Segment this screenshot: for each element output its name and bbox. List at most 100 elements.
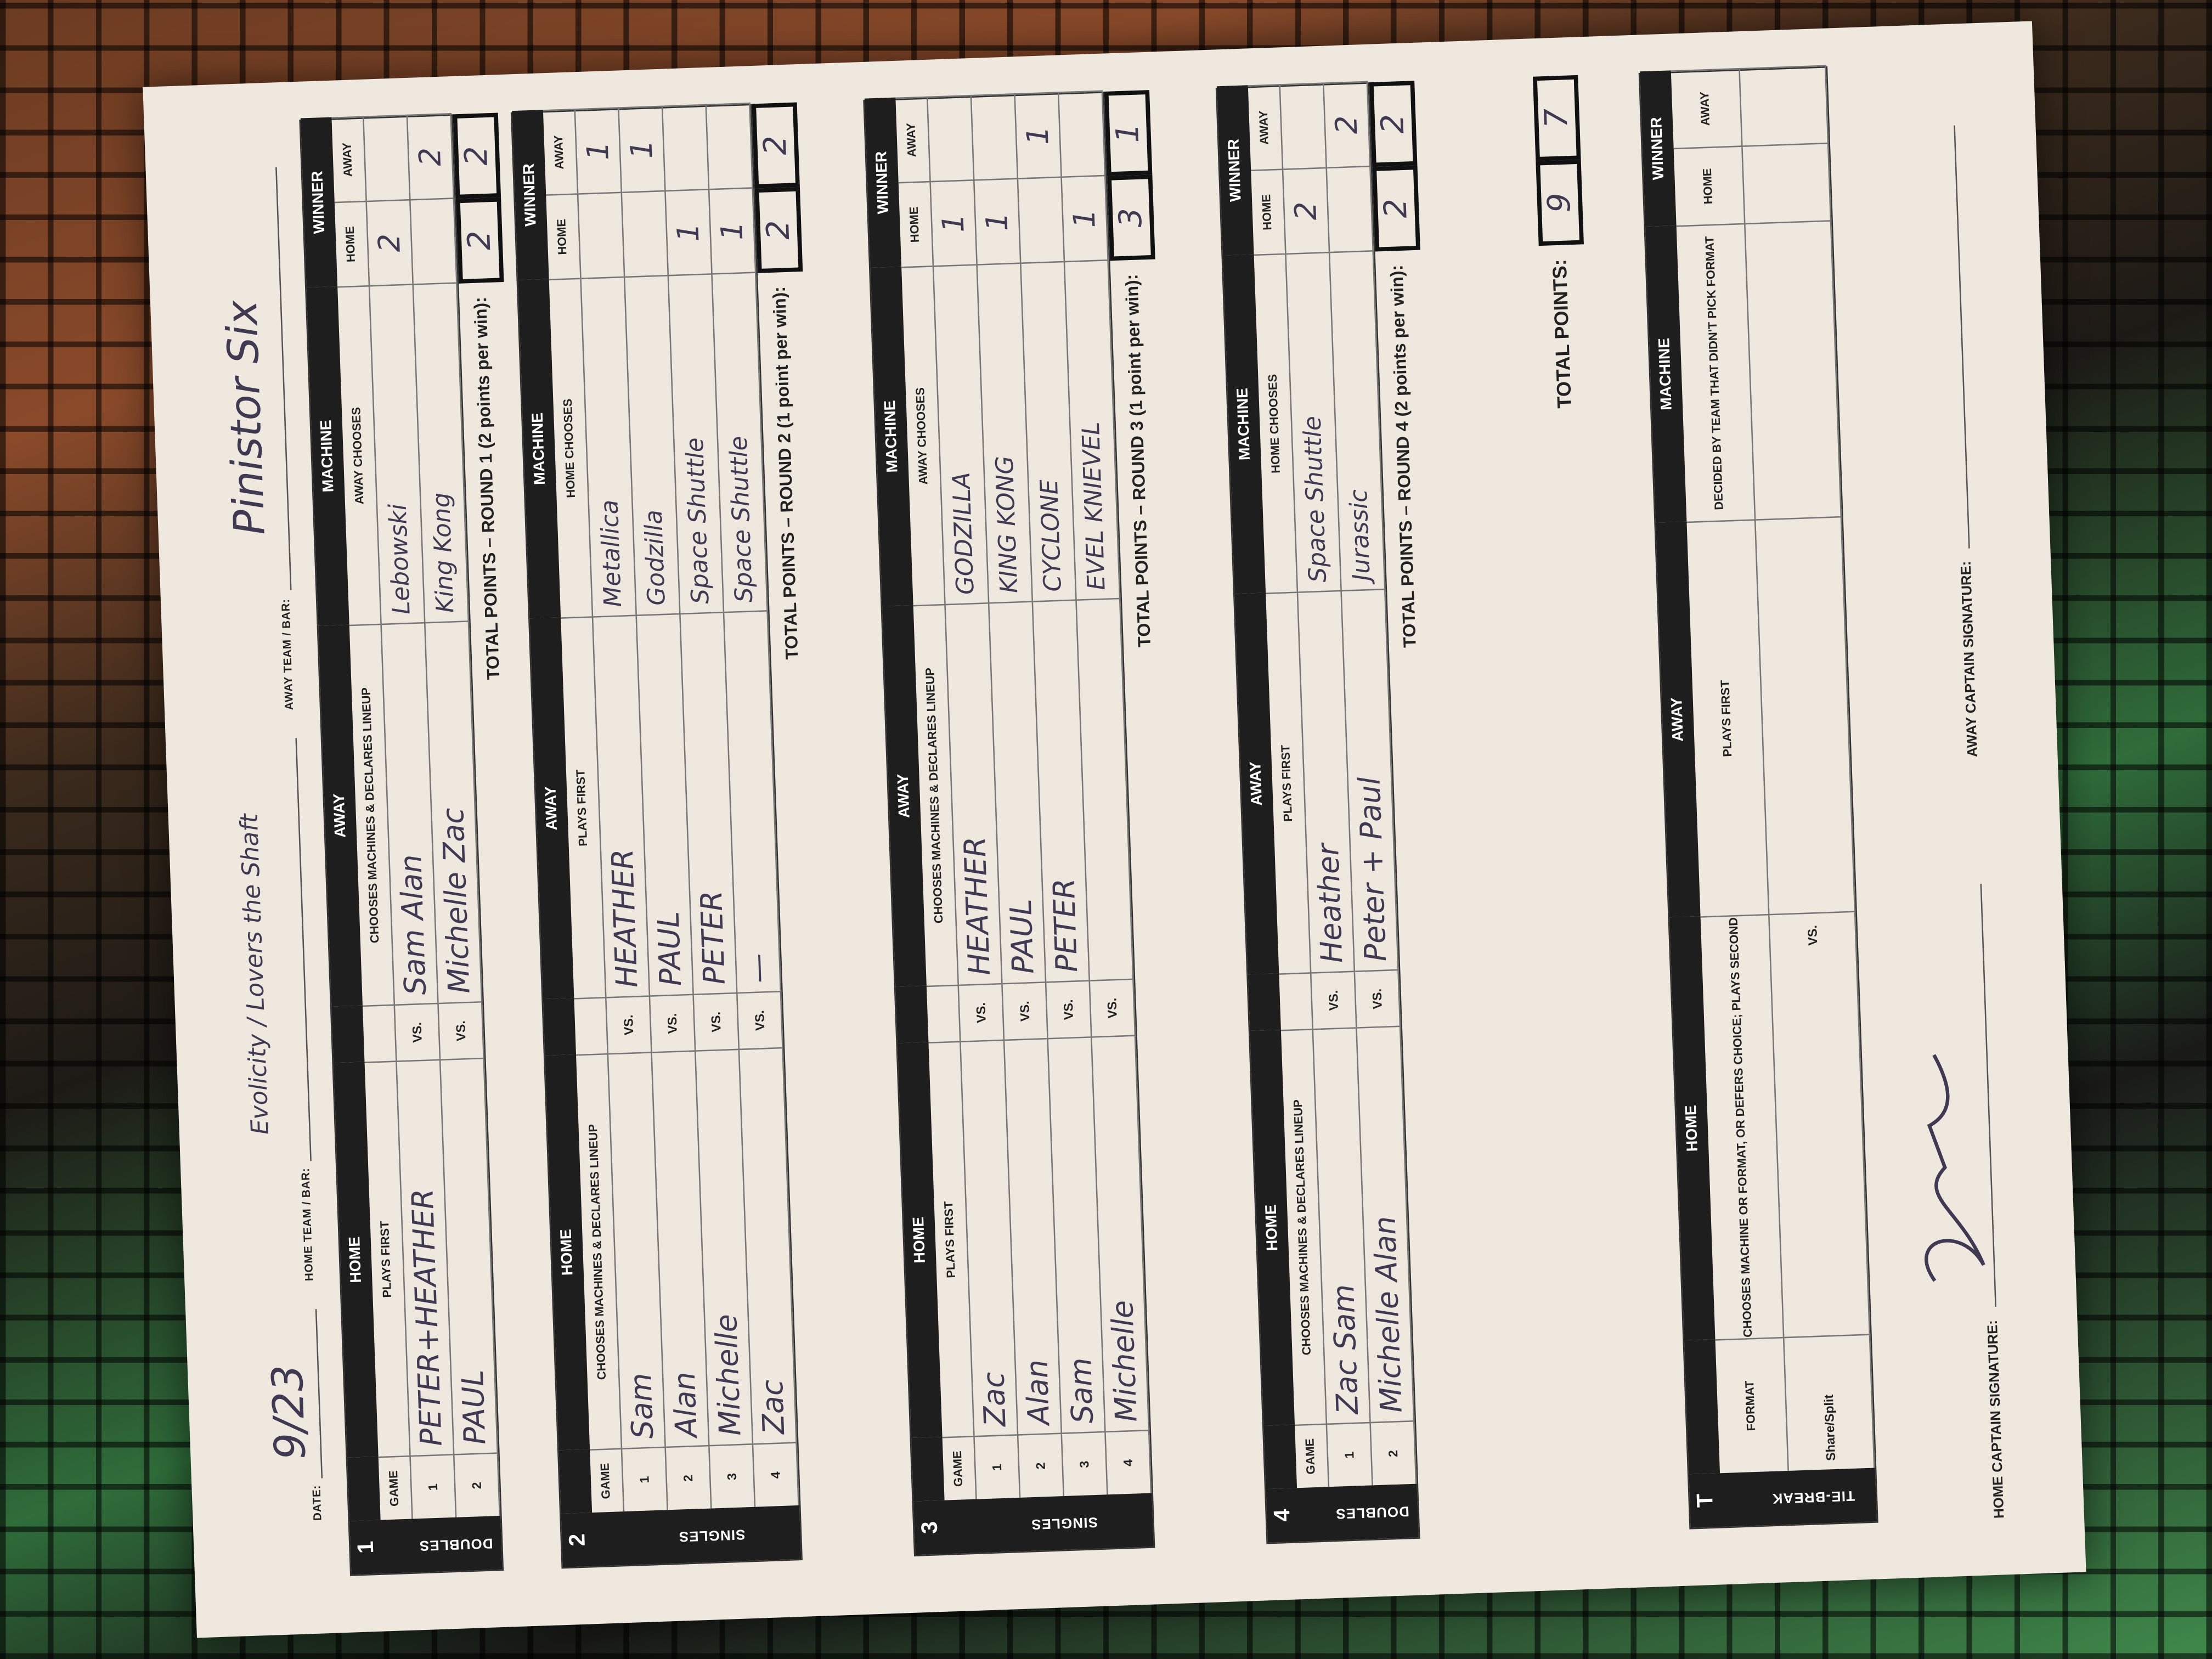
round-total-label: TOTAL POINTS – ROUND 1 (2 points per win… bbox=[470, 296, 504, 680]
round-section-label: 4 DOUBLES bbox=[1266, 1483, 1419, 1543]
round-2: 2 SINGLES HOME AWAY MACHINE WINNER GAME CHOOSES… bbox=[510, 102, 851, 1569]
winner-away[interactable] bbox=[1280, 82, 1327, 169]
tiebreak-format-col: FORMAT bbox=[1715, 1336, 1789, 1474]
winner-home[interactable]: 1 bbox=[974, 178, 1022, 264]
round-4: 4 DOUBLES HOME AWAY MACHINE WINNER GAME CHOOSES… bbox=[1215, 81, 1468, 1544]
vs-col bbox=[1279, 972, 1314, 1030]
winner-home-col: HOME bbox=[898, 180, 934, 267]
grand-total-away: 7 bbox=[1532, 75, 1581, 161]
round-total-home[interactable]: 2 bbox=[1372, 165, 1420, 252]
round-format: SINGLES bbox=[678, 1526, 746, 1544]
header-bar-blank bbox=[1248, 973, 1281, 1031]
round-total-home[interactable]: 2 bbox=[754, 187, 803, 273]
rounds-container: 1 DOUBLES HOME AWAY MACHINE WINNER GAME PLAYS F… bbox=[143, 81, 1420, 1638]
tiebreak-vs: VS. bbox=[1769, 911, 1871, 1337]
winner-away[interactable]: 1 bbox=[1015, 92, 1062, 178]
winner-home[interactable]: 2 bbox=[366, 199, 414, 285]
tiebreak-section-label: T TIE-BREAK bbox=[1689, 1468, 1877, 1528]
round-total-away[interactable]: 2 bbox=[1369, 81, 1418, 167]
header-bar-blank bbox=[543, 998, 576, 1056]
round-total-label: TOTAL POINTS – ROUND 4 (2 points per win… bbox=[1387, 264, 1420, 648]
winner-home[interactable]: 1 bbox=[930, 179, 978, 266]
round-1: 1 DOUBLES HOME AWAY MACHINE WINNER GAME PLAYS F… bbox=[299, 112, 551, 1576]
winner-home[interactable]: 1 bbox=[709, 187, 757, 274]
winner-away[interactable] bbox=[928, 94, 975, 181]
header-bar-blank bbox=[1684, 1339, 1720, 1475]
away-team-field: Pinistor Six bbox=[218, 167, 292, 592]
home-team-label: HOME TEAM / BAR: bbox=[299, 1167, 316, 1282]
game-number: 2 bbox=[665, 1444, 712, 1510]
winner-away[interactable] bbox=[364, 114, 411, 201]
game-number: 1 bbox=[1327, 1421, 1373, 1487]
header-bar-blank bbox=[1263, 1424, 1297, 1489]
away-team-label: AWAY TEAM / BAR: bbox=[279, 598, 296, 710]
winner-away[interactable]: 2 bbox=[1324, 81, 1371, 167]
winner-away[interactable] bbox=[1059, 90, 1106, 177]
game-number: 2 bbox=[1018, 1432, 1065, 1498]
vs-col bbox=[574, 997, 609, 1054]
vs-col bbox=[362, 1004, 397, 1062]
away-signature-line[interactable] bbox=[1954, 125, 1970, 549]
grand-total-label: TOTAL POINTS: bbox=[1548, 258, 1576, 409]
date-value: 9/23 bbox=[263, 1363, 317, 1461]
round-total-away[interactable]: 2 bbox=[752, 102, 800, 189]
round-total-label: TOTAL POINTS – ROUND 2 (1 point per win)… bbox=[769, 286, 803, 660]
round-total-home[interactable]: 3 bbox=[1107, 174, 1155, 261]
round-section-label: 3 SINGLES bbox=[913, 1493, 1154, 1555]
round-section-label: 1 DOUBLES bbox=[349, 1515, 503, 1575]
winner-home[interactable]: 1 bbox=[665, 188, 713, 275]
round-table: 3 SINGLES HOME AWAY MACHINE WINNER GAME PLAYS F… bbox=[863, 90, 1155, 1556]
round-total-home[interactable]: 2 bbox=[455, 197, 504, 284]
winner-home-col: HOME bbox=[1251, 168, 1286, 255]
tiebreak-away-player[interactable] bbox=[1756, 516, 1856, 914]
winner-away[interactable]: 2 bbox=[408, 112, 455, 199]
away-team-value: Pinistor Six bbox=[218, 299, 276, 536]
winner-home[interactable] bbox=[1018, 176, 1065, 263]
vs-col bbox=[926, 984, 961, 1042]
tiebreak-format-value: Share/Split bbox=[1784, 1334, 1875, 1471]
home-signature-line[interactable] bbox=[1925, 884, 1997, 1308]
round-total-away[interactable]: 2 bbox=[453, 112, 501, 199]
vs-label: VS. bbox=[1090, 978, 1136, 1037]
tiebreak-winner-away[interactable] bbox=[1740, 65, 1829, 146]
round-total-label: TOTAL POINTS – ROUND 3 (1 point per win)… bbox=[1121, 274, 1155, 648]
winner-home[interactable]: 1 bbox=[1062, 174, 1109, 261]
vs-label: VS. bbox=[693, 992, 740, 1051]
tiebreak-machine[interactable] bbox=[1745, 220, 1842, 520]
winner-away[interactable] bbox=[972, 93, 1019, 180]
winner-away[interactable]: 1 bbox=[619, 105, 666, 192]
tiebreak-winner-away-col: AWAY bbox=[1671, 67, 1743, 148]
tiebreak-away-sub: PLAYS FIRST bbox=[1686, 519, 1770, 917]
tiebreak-winner-home-col: HOME bbox=[1673, 145, 1746, 226]
tiebreak-winner-home[interactable] bbox=[1742, 142, 1832, 223]
game-number: 4 bbox=[1105, 1429, 1152, 1495]
round-number: 3 bbox=[918, 1521, 943, 1534]
home-signature-label: HOME CAPTAIN SIGNATURE: bbox=[1985, 1319, 2008, 1519]
vs-label: VS. bbox=[395, 1002, 441, 1061]
winner-home[interactable] bbox=[410, 198, 458, 284]
round-format: DOUBLES bbox=[1335, 1503, 1410, 1521]
round-3: 3 SINGLES HOME AWAY MACHINE WINNER GAME PLAYS F… bbox=[863, 90, 1203, 1556]
game-col-header: GAME bbox=[590, 1448, 625, 1513]
winner-home[interactable] bbox=[1327, 165, 1374, 252]
header-bar-blank bbox=[911, 1437, 945, 1502]
home-team-field: Evolicity / Lovers the Shaft bbox=[236, 738, 312, 1163]
tiebreak-section: T TIE-BREAK HOME AWAY MACHINE WINNER FOR… bbox=[1638, 65, 1878, 1530]
header-bar-blank bbox=[895, 985, 929, 1043]
winner-away[interactable] bbox=[706, 102, 754, 189]
round-table: 2 SINGLES HOME AWAY MACHINE WINNER GAME CHOOSES… bbox=[510, 102, 803, 1569]
winner-home-col: HOME bbox=[334, 200, 370, 286]
winner-away[interactable]: 1 bbox=[575, 107, 623, 194]
game-col-header: GAME bbox=[942, 1435, 977, 1500]
winner-home[interactable] bbox=[622, 190, 669, 276]
score-sheet: DATE: 9/23 HOME TEAM / BAR: Evolicity / … bbox=[143, 21, 2086, 1638]
round-section-label: 2 SINGLES bbox=[561, 1505, 802, 1567]
round-total-away[interactable]: 1 bbox=[1104, 90, 1153, 177]
winner-away-col: AWAY bbox=[895, 96, 931, 182]
game-number: 1 bbox=[974, 1434, 1021, 1499]
winner-away[interactable] bbox=[663, 104, 710, 190]
home-captain-signature: HOME CAPTAIN SIGNATURE: bbox=[1925, 884, 2008, 1519]
winner-home[interactable] bbox=[578, 191, 625, 278]
winner-home[interactable]: 2 bbox=[1283, 167, 1330, 253]
